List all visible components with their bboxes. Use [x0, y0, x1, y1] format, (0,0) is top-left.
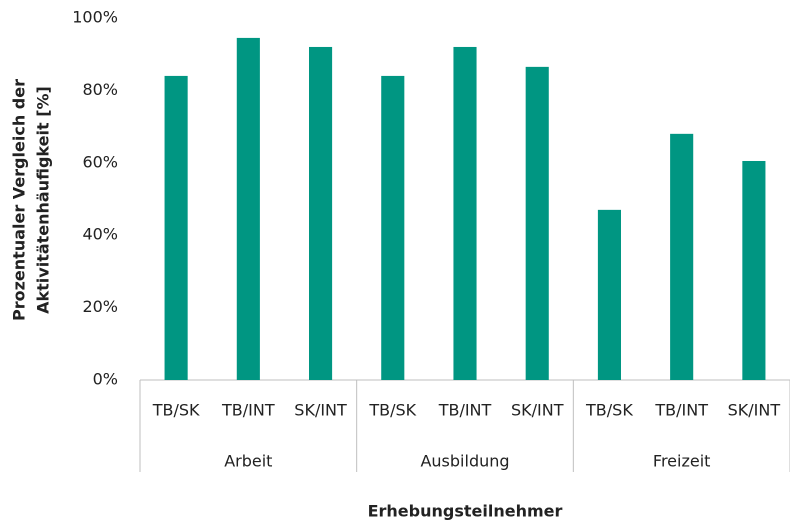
group-label: Ausbildung: [420, 452, 509, 471]
y-tick-label: 40%: [82, 225, 118, 244]
x-tick-label: TB/SK: [152, 401, 200, 420]
bar: [670, 133, 694, 380]
bar: [381, 75, 405, 381]
y-tick-label: 60%: [82, 152, 118, 171]
bar: [742, 160, 766, 380]
x-tick-label: SK/INT: [728, 401, 781, 420]
x-tick-label: TB/SK: [368, 401, 416, 420]
x-tick-label: TB/INT: [654, 401, 708, 420]
y-axis-title: Aktivitätenhäufigkeit [%]: [34, 86, 53, 314]
bar: [164, 75, 188, 381]
y-tick-label: 20%: [82, 297, 118, 316]
y-tick-label: 80%: [82, 80, 118, 99]
x-axis-title: Erhebungsteilnehmer: [368, 502, 563, 521]
bar: [453, 46, 477, 381]
bar: [236, 37, 260, 380]
x-tick-label: TB/INT: [438, 401, 492, 420]
y-tick-label: 0%: [93, 370, 118, 389]
x-tick-label: TB/SK: [585, 401, 633, 420]
group-label: Arbeit: [224, 452, 272, 471]
y-tick-label: 100%: [72, 8, 118, 27]
bar: [597, 209, 621, 380]
x-tick-label: SK/INT: [511, 401, 564, 420]
bar: [525, 66, 549, 381]
bar: [309, 46, 333, 381]
y-axis-title: Prozentualer Vergleich der: [10, 79, 29, 321]
x-tick-label: SK/INT: [294, 401, 347, 420]
group-label: Freizeit: [653, 452, 711, 471]
x-tick-label: TB/INT: [221, 401, 275, 420]
